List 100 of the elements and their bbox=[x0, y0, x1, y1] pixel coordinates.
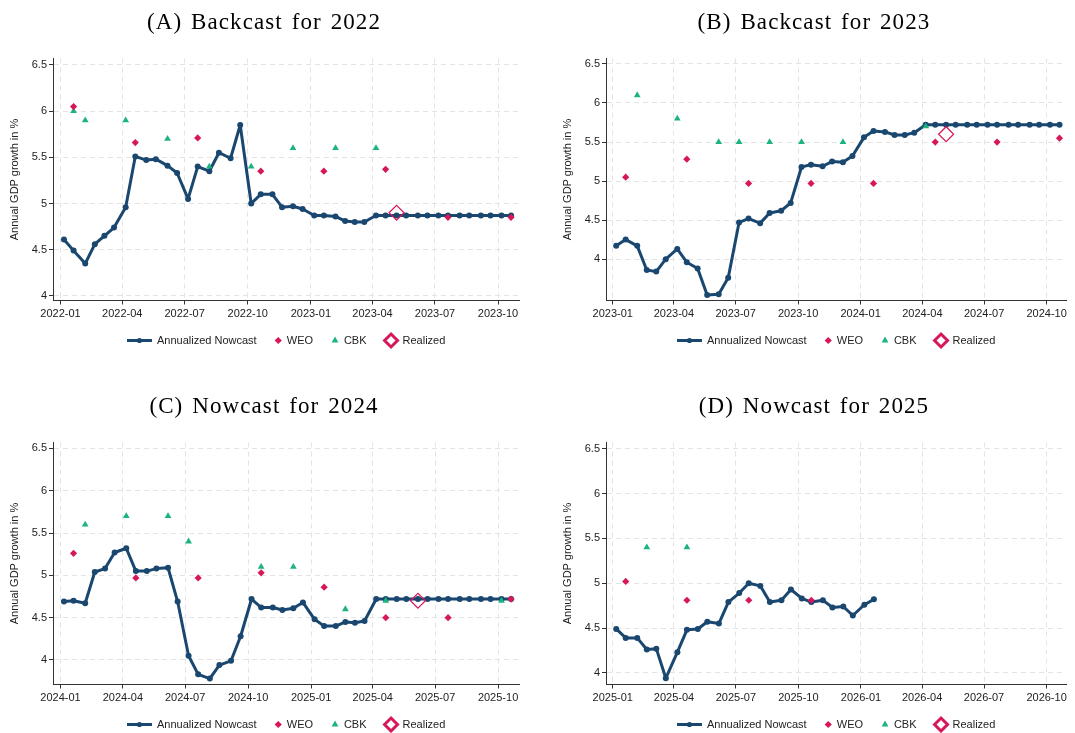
legend-label: WEO bbox=[836, 333, 864, 346]
point bbox=[860, 134, 867, 141]
point bbox=[165, 564, 172, 571]
point bbox=[1047, 121, 1054, 128]
point bbox=[153, 565, 160, 572]
point bbox=[643, 267, 650, 274]
x-tick-label: 2023-04 bbox=[352, 307, 393, 320]
point bbox=[82, 260, 89, 267]
chart-title: (C) Nowcast for 2024 bbox=[148, 393, 380, 419]
y-tick-label: 6 bbox=[40, 104, 47, 117]
point bbox=[634, 634, 641, 641]
y-tick-label: 4 bbox=[593, 252, 600, 265]
point bbox=[132, 574, 140, 582]
x-tick-label: 2026-04 bbox=[901, 691, 943, 704]
point bbox=[882, 128, 889, 135]
legend-label: Annualized Nowcast bbox=[156, 333, 257, 346]
x-tick-label: 2026-07 bbox=[963, 691, 1005, 704]
legend-label: CBK bbox=[893, 717, 918, 730]
point bbox=[279, 204, 286, 211]
point bbox=[248, 200, 255, 207]
x-tick-label: 2023-10 bbox=[777, 307, 819, 320]
chart-title: (B) Backcast for 2023 bbox=[696, 9, 932, 35]
y-tick-label: 6.5 bbox=[31, 441, 47, 454]
point bbox=[1056, 121, 1063, 128]
point bbox=[361, 618, 368, 625]
point bbox=[683, 155, 691, 163]
legend-label: Realized bbox=[952, 717, 996, 730]
x-tick-label: 2022-07 bbox=[164, 307, 205, 320]
point bbox=[164, 162, 171, 169]
x-tick-label: 2023-01 bbox=[290, 307, 332, 320]
point bbox=[290, 605, 297, 612]
y-tick-label: 4 bbox=[40, 288, 47, 301]
point bbox=[662, 256, 669, 263]
legend-label: Realized bbox=[402, 717, 446, 730]
point bbox=[673, 114, 681, 121]
legend-label: WEO bbox=[286, 717, 314, 730]
x-tick-label: 2024-01 bbox=[840, 307, 881, 320]
x-tick-label: 2023-07 bbox=[715, 307, 756, 320]
point bbox=[715, 291, 722, 298]
point bbox=[388, 204, 405, 221]
point bbox=[299, 599, 306, 606]
point bbox=[228, 657, 235, 664]
point bbox=[185, 195, 192, 202]
point bbox=[320, 212, 327, 219]
point bbox=[269, 191, 276, 198]
point bbox=[1015, 121, 1022, 128]
point bbox=[487, 596, 494, 603]
point bbox=[787, 199, 794, 206]
point bbox=[174, 170, 181, 177]
point bbox=[766, 599, 773, 606]
point bbox=[840, 603, 847, 610]
legend-label: Annualized Nowcast bbox=[706, 333, 807, 346]
point bbox=[444, 614, 452, 622]
point bbox=[466, 212, 473, 219]
point bbox=[403, 596, 410, 603]
point bbox=[984, 121, 991, 128]
point bbox=[683, 259, 690, 266]
point bbox=[382, 614, 390, 622]
point bbox=[849, 153, 856, 160]
point bbox=[332, 623, 339, 630]
point bbox=[111, 224, 118, 231]
point bbox=[870, 596, 877, 603]
point bbox=[164, 512, 172, 519]
x-tick-label: 2023-04 bbox=[653, 307, 695, 320]
point bbox=[81, 520, 89, 527]
point bbox=[964, 121, 971, 128]
x-tick-label: 2025-01 bbox=[290, 691, 332, 704]
point bbox=[694, 625, 701, 632]
point bbox=[60, 598, 67, 605]
point bbox=[634, 242, 641, 249]
point bbox=[247, 162, 255, 169]
point bbox=[194, 574, 202, 582]
point bbox=[653, 268, 660, 275]
y-tick-label: 6 bbox=[593, 96, 600, 109]
y-tick-label: 6.5 bbox=[584, 57, 600, 69]
y-tick-label: 6 bbox=[40, 483, 47, 496]
point bbox=[757, 220, 764, 227]
y-tick-label: 4 bbox=[40, 652, 47, 665]
point bbox=[757, 582, 764, 589]
point bbox=[766, 138, 773, 144]
point bbox=[289, 562, 297, 569]
x-tick-label: 2024-07 bbox=[164, 691, 206, 704]
point bbox=[819, 597, 826, 604]
point bbox=[332, 144, 339, 151]
point bbox=[409, 592, 427, 609]
legend-label: CBK bbox=[343, 717, 368, 730]
x-tick-label: 2024-01 bbox=[40, 691, 81, 704]
point bbox=[311, 212, 318, 219]
point bbox=[839, 159, 846, 166]
point bbox=[869, 179, 878, 187]
point bbox=[289, 144, 297, 151]
point bbox=[403, 212, 410, 219]
chart-title: (A) Backcast for 2022 bbox=[145, 9, 383, 35]
point bbox=[132, 568, 139, 575]
point bbox=[622, 634, 629, 641]
legend-label: CBK bbox=[343, 333, 368, 346]
y-axis-title: Annual GDP growth in % bbox=[560, 118, 573, 241]
x-tick-label: 2024-10 bbox=[1026, 307, 1067, 320]
point bbox=[993, 138, 1001, 146]
point bbox=[911, 129, 918, 136]
